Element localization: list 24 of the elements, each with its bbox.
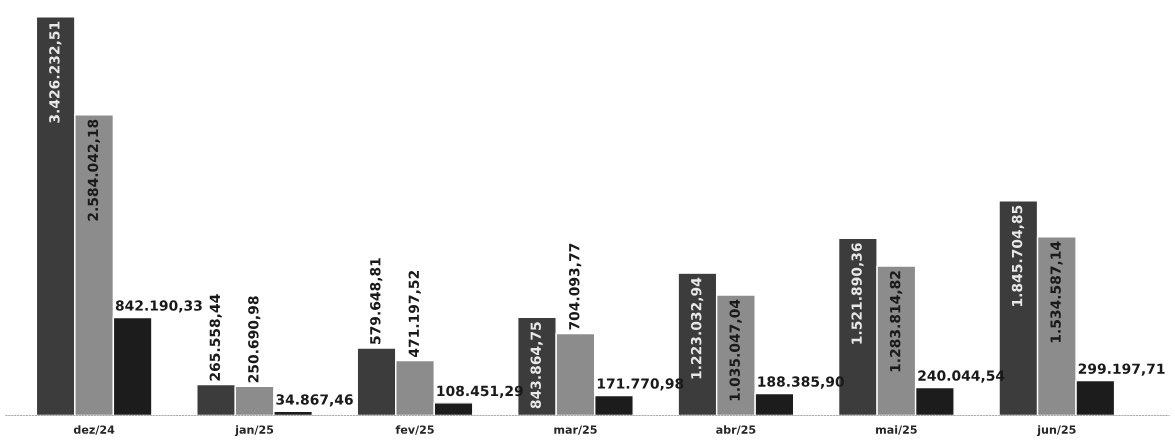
data-label: 1.223.032,94 bbox=[690, 277, 704, 379]
data-label: 250.690,98 bbox=[248, 296, 261, 383]
data-label: 704.093,77 bbox=[568, 243, 582, 330]
data-label: 842.190,33 bbox=[115, 300, 202, 313]
x-tick-label: dez/24 bbox=[73, 425, 115, 435]
x-tick-label: jan/25 bbox=[234, 425, 274, 437]
data-label: 34.867,46 bbox=[276, 394, 353, 407]
data-label: 579.648,81 bbox=[370, 258, 383, 344]
x-tick-label: mar/25 bbox=[554, 425, 597, 435]
data-label: 299.197,71 bbox=[1078, 363, 1165, 376]
data-label: 2.584.042,18 bbox=[87, 119, 100, 221]
x-tick-label: abr/25 bbox=[716, 425, 756, 435]
x-tick-label: mai/25 bbox=[876, 425, 917, 435]
data-label: 1.534.587,14 bbox=[1050, 241, 1063, 343]
data-label: 1.035.047,04 bbox=[729, 299, 742, 401]
data-label: 843.864,75 bbox=[530, 322, 543, 409]
data-label: 471.197,52 bbox=[408, 271, 421, 358]
data-label: 1.521.890,36 bbox=[851, 243, 864, 344]
x-tick-label: jun/25 bbox=[1036, 425, 1076, 437]
x-tick-label: fev/25 bbox=[395, 425, 434, 435]
data-label: 1.845.704,85 bbox=[1011, 205, 1025, 306]
data-label: 1.283.814,82 bbox=[889, 271, 903, 372]
data-label: 3.426.232,51 bbox=[49, 21, 62, 123]
data-label: 265.558,44 bbox=[209, 294, 222, 381]
